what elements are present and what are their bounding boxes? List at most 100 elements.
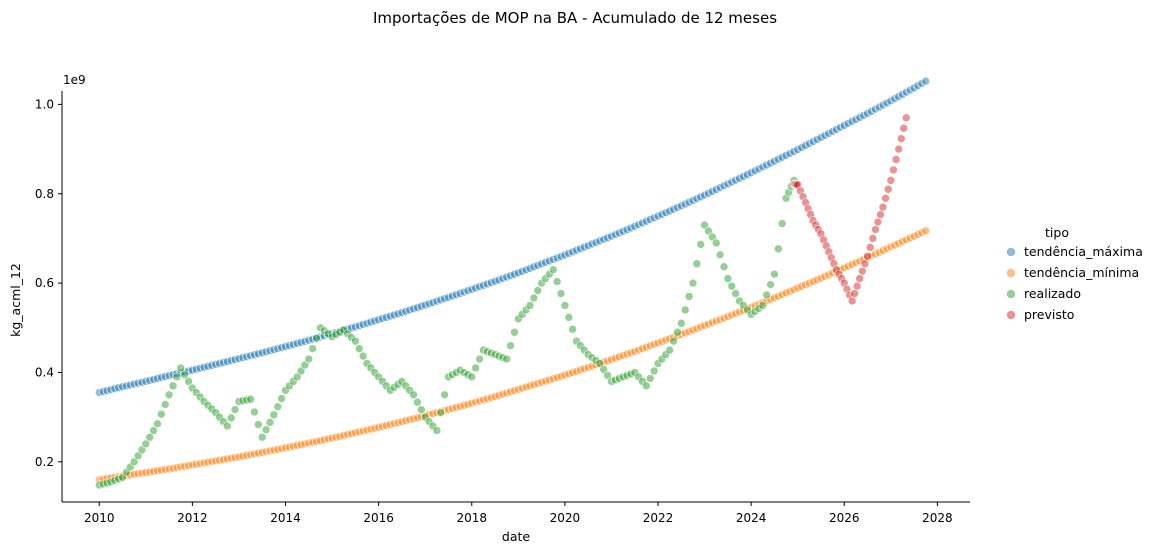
data-point: [246, 394, 255, 404]
data-point: [715, 250, 725, 260]
x-tick-label: 2014: [270, 511, 301, 525]
data-point: [881, 193, 890, 203]
data-point: [873, 217, 883, 227]
x-tick-label: 2028: [922, 511, 953, 525]
data-point: [855, 274, 864, 283]
data-point: [417, 405, 426, 414]
y-tick-label: 0.6: [35, 276, 54, 290]
legend-label: tendência_máxima: [1024, 244, 1143, 259]
data-point: [529, 293, 539, 303]
data-point: [645, 374, 655, 383]
data-point: [506, 341, 515, 350]
legend-marker: [1006, 310, 1016, 320]
x-tick-label: 2010: [84, 511, 115, 525]
data-point: [129, 457, 139, 467]
series-tendência_mínima: [94, 226, 931, 484]
y-tick-label: 0.8: [35, 187, 54, 201]
y-offset-label: 1e9: [63, 73, 86, 87]
data-point: [308, 344, 317, 353]
data-point: [133, 451, 143, 461]
data-point: [432, 426, 442, 435]
data-point: [226, 413, 236, 423]
data-point: [273, 402, 283, 411]
data-point: [876, 210, 885, 219]
data-point: [354, 344, 364, 353]
data-point: [700, 220, 709, 230]
y-tick-label: 0.2: [35, 455, 54, 469]
data-point: [852, 281, 862, 291]
data-point: [878, 202, 888, 212]
data-point: [727, 281, 737, 291]
data-point: [475, 354, 484, 364]
x-tick-label: 2026: [829, 511, 860, 525]
data-point: [137, 445, 147, 455]
data-point: [502, 354, 511, 364]
data-point: [157, 409, 166, 419]
data-point: [560, 301, 570, 310]
data-point: [847, 296, 857, 306]
series-realizado: [94, 176, 799, 490]
data-point: [409, 390, 418, 400]
data-point: [184, 377, 193, 386]
data-point: [731, 289, 740, 298]
data-point: [708, 232, 717, 242]
y-tick-label: 0.4: [35, 365, 54, 379]
data-point: [896, 134, 906, 143]
data-point: [680, 305, 690, 315]
data-point: [921, 76, 931, 86]
legend-label: previsto: [1024, 307, 1074, 322]
data-point: [556, 289, 566, 298]
data-point: [141, 439, 151, 449]
y-tick-label: 1.0: [35, 97, 54, 111]
x-tick-label: 2020: [550, 511, 581, 525]
legend-label: realizado: [1024, 286, 1081, 301]
data-point: [711, 238, 721, 248]
data-point: [850, 289, 859, 298]
data-point: [603, 371, 612, 380]
x-axis-label: date: [502, 529, 530, 544]
data-point: [684, 292, 694, 301]
data-point: [269, 410, 279, 420]
data-point: [770, 269, 779, 279]
data-point: [860, 259, 870, 269]
data-point: [665, 345, 674, 355]
legend-item: previsto: [1006, 307, 1074, 322]
data-point: [762, 290, 771, 300]
data-point: [921, 226, 931, 236]
data-point: [145, 432, 154, 442]
data-point: [261, 425, 271, 435]
data-point: [413, 397, 422, 407]
data-point: [160, 400, 170, 409]
data-point: [774, 244, 783, 254]
data-point: [564, 313, 574, 322]
data-point: [153, 419, 162, 429]
legend-label: tendência_mínima: [1024, 265, 1139, 280]
legend-item: tendência_mínima: [1006, 265, 1139, 280]
data-point: [300, 360, 310, 370]
chart-title: Importações de MOP na BA - Acumulado de …: [373, 9, 777, 27]
data-point: [766, 280, 775, 289]
data-point: [254, 420, 263, 429]
data-point: [863, 251, 872, 261]
data-point: [642, 381, 651, 391]
data-point: [857, 266, 867, 276]
data-point: [304, 354, 314, 364]
data-point: [704, 226, 713, 236]
data-point: [568, 324, 577, 334]
data-point: [351, 336, 360, 346]
series-previsto: [789, 113, 911, 306]
legend-title: tipo: [1045, 225, 1069, 240]
data-point: [533, 286, 543, 295]
data-point: [230, 405, 240, 414]
data-point: [548, 265, 558, 274]
data-point: [723, 274, 733, 283]
data-point: [758, 301, 768, 310]
data-point: [669, 336, 678, 346]
data-point: [176, 363, 186, 373]
data-point: [901, 113, 911, 123]
data-point: [168, 381, 178, 391]
data-point: [673, 327, 682, 337]
data-point: [599, 365, 608, 374]
data-point: [894, 144, 904, 154]
data-point: [865, 243, 875, 252]
